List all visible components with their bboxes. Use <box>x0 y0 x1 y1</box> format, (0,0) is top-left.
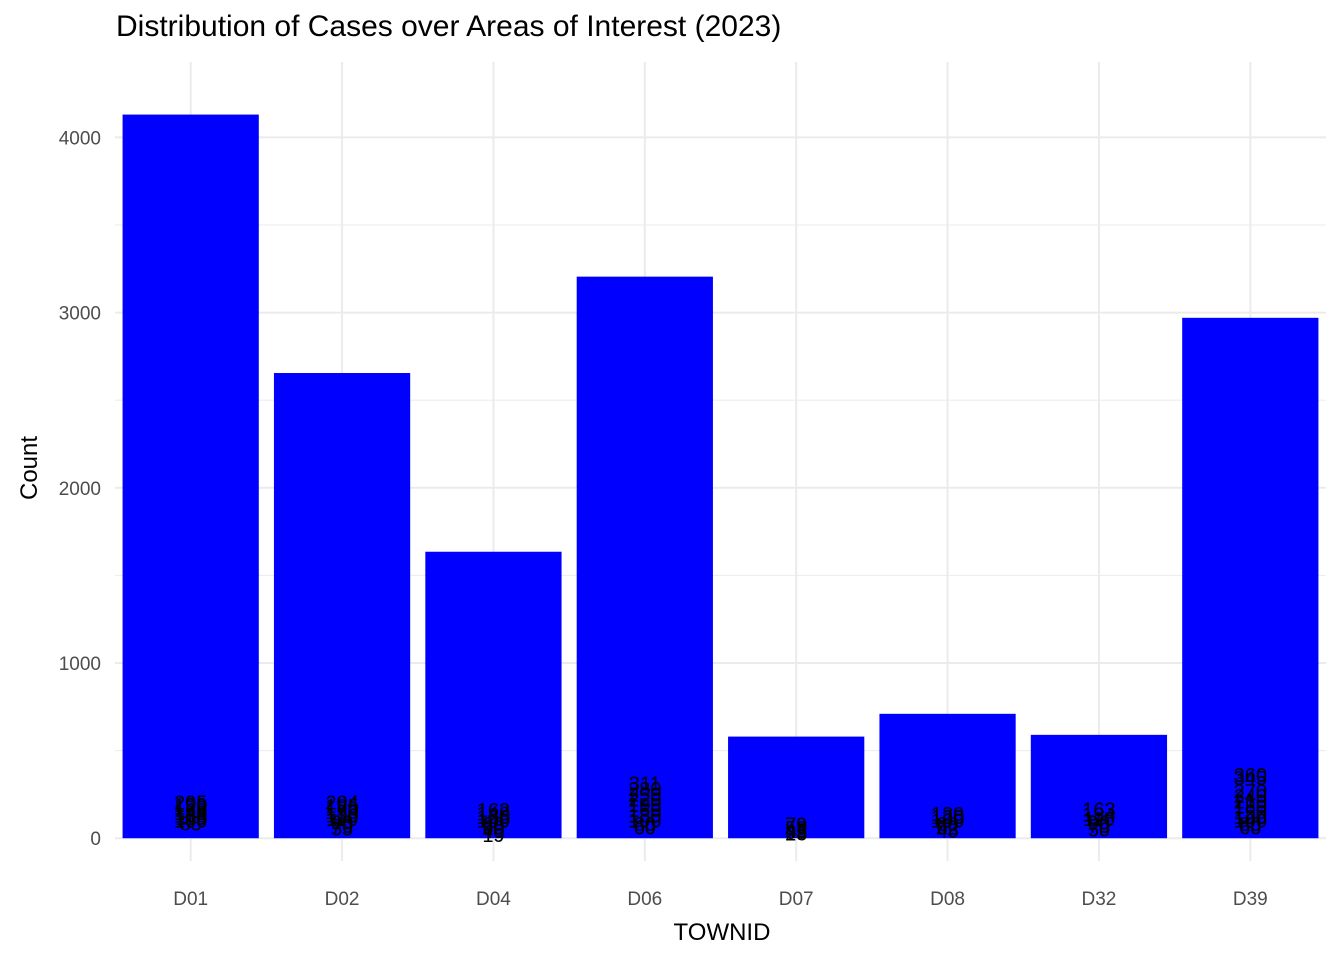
bar-D08 <box>879 713 1016 839</box>
data-label: 150 <box>325 802 358 824</box>
data-label: 190 <box>628 795 661 817</box>
data-label: 130 <box>325 805 358 827</box>
data-label: 60 <box>482 818 504 840</box>
data-label: 70 <box>331 816 353 838</box>
data-label: 162 <box>477 800 510 822</box>
data-label: 40 <box>482 821 504 843</box>
data-label: 160 <box>174 800 207 822</box>
x-tick-label: D06 <box>627 889 662 910</box>
data-label: 130 <box>628 805 661 827</box>
x-tick-label: D08 <box>930 889 965 910</box>
data-label: 110 <box>1083 809 1115 831</box>
data-label: 134 <box>1082 805 1115 827</box>
x-tick-label: D02 <box>325 889 360 910</box>
data-label: 80 <box>482 814 504 836</box>
data-label: 90 <box>331 812 353 834</box>
data-label: 80 <box>634 814 656 836</box>
x-tick-label: D01 <box>173 889 208 910</box>
data-label: 311 <box>629 774 661 796</box>
data-label: 79 <box>785 814 807 836</box>
data-label: 50 <box>1088 819 1110 841</box>
y-tick-label: 3000 <box>59 304 101 325</box>
y-tick-label: 0 <box>90 829 101 850</box>
x-axis-ticks: D01 D02 D04 D06 D07 D08 D32 D39 <box>173 889 1267 910</box>
data-label: 163 <box>1082 800 1115 822</box>
data-label: 70 <box>1088 816 1110 838</box>
data-label: 100 <box>628 811 661 833</box>
bar-D39 <box>1182 317 1319 839</box>
data-label: 130 <box>174 805 207 827</box>
x-tick-label: D07 <box>779 889 814 910</box>
data-label: 150 <box>1234 802 1267 824</box>
data-label: 140 <box>477 804 510 826</box>
x-axis-title: TOWNID <box>674 919 771 946</box>
bar-D06 <box>576 276 713 839</box>
bar-D02 <box>273 373 411 839</box>
data-label: 35 <box>785 822 807 844</box>
data-label: 100 <box>174 811 207 833</box>
data-label: 360 <box>1234 765 1267 787</box>
bar-D01 <box>122 114 259 839</box>
data-label: 60 <box>1239 818 1261 840</box>
data-label: 190 <box>174 795 207 817</box>
data-label: 250 <box>628 784 661 806</box>
data-label: 80 <box>1239 814 1261 836</box>
data-label: 160 <box>628 800 661 822</box>
y-tick-label: 1000 <box>59 654 101 675</box>
data-label: 45 <box>936 820 958 842</box>
data-label: 210 <box>1234 791 1267 813</box>
x-tick-label: D39 <box>1233 889 1268 910</box>
data-label: 220 <box>628 790 661 812</box>
bars <box>122 114 1319 839</box>
data-label: 80 <box>936 814 958 836</box>
data-label: 100 <box>477 811 510 833</box>
data-label: 59 <box>785 818 807 840</box>
y-axis-title: Count <box>16 436 43 500</box>
data-label: 62 <box>936 817 958 839</box>
x-tick-label: D04 <box>476 889 511 910</box>
data-label: 175 <box>174 798 207 820</box>
bar-D32 <box>1030 734 1168 839</box>
data-labels: 2051901751601451301151008520418517015013… <box>174 765 1267 847</box>
bar-D07 <box>728 736 865 839</box>
y-tick-label: 4000 <box>59 128 101 149</box>
data-label: 204 <box>325 792 358 814</box>
y-axis-ticks: 0 1000 2000 3000 4000 <box>59 128 101 850</box>
data-label: 270 <box>1234 781 1267 803</box>
data-label: 120 <box>1234 807 1267 829</box>
data-label: 120 <box>931 807 964 829</box>
data-label: 28 <box>785 823 807 845</box>
data-label: 145 <box>174 803 207 825</box>
x-tick-label: D32 <box>1082 889 1117 910</box>
data-label: 240 <box>1234 786 1267 808</box>
data-label: 100 <box>931 811 964 833</box>
data-label: 280 <box>628 779 661 801</box>
data-label: 45 <box>785 820 807 842</box>
data-label: 115 <box>175 808 207 830</box>
chart-title: Distribution of Cases over Areas of Inte… <box>116 10 782 43</box>
data-label: 170 <box>325 798 358 820</box>
data-label: 85 <box>180 813 202 835</box>
data-label: 55 <box>331 819 353 841</box>
data-label: 139 <box>931 804 964 826</box>
data-label: 110 <box>326 809 358 831</box>
data-label: 60 <box>634 818 656 840</box>
data-label: 100 <box>1234 811 1267 833</box>
data-label: 19 <box>482 825 504 847</box>
data-label: 180 <box>1234 797 1267 819</box>
data-label: 90 <box>1088 812 1110 834</box>
data-label: 205 <box>174 792 207 814</box>
data-label: 345 <box>1234 768 1267 790</box>
data-label: 120 <box>477 807 510 829</box>
data-label: 185 <box>325 796 358 818</box>
bar-D04 <box>425 551 562 839</box>
y-tick-label: 2000 <box>59 479 101 500</box>
